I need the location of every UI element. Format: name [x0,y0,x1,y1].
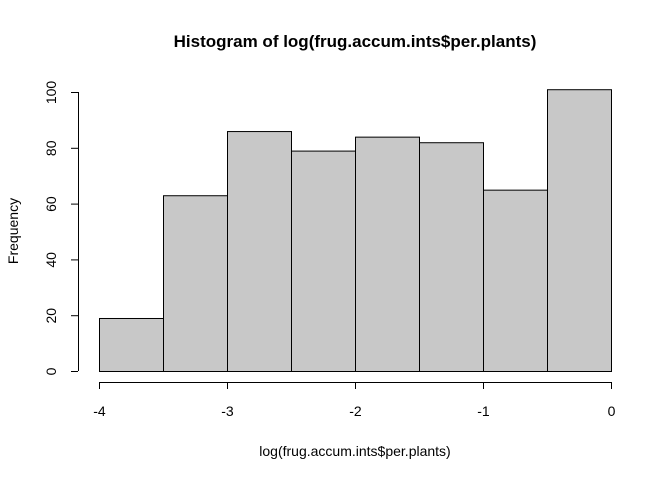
histogram-bar-6 [483,189,548,372]
x-tick-label: -2 [349,403,362,419]
x-axis: -4 -3 -2 -1 0 [93,382,616,419]
y-tick-label: 0 [43,367,59,375]
y-axis-ticks: 0 20 40 60 80 100 [43,81,78,375]
y-tick-label: 40 [43,252,59,268]
x-tick-label: 0 [608,403,616,419]
chart-title: Histogram of log(frug.accum.ints$per.pla… [174,32,537,51]
y-tick-label: 20 [43,308,59,324]
x-tick-label: -3 [221,403,234,419]
y-tick-label: 100 [43,81,59,105]
histogram-bar-4 [355,136,420,372]
histogram-bar-5 [419,142,484,372]
histogram-bar-0 [99,317,164,372]
histogram-bar-1 [163,195,228,372]
x-tick-label: -4 [93,403,106,419]
y-axis: 0 20 40 60 80 100 [43,81,79,375]
histogram-bar-3 [291,150,356,372]
y-axis-label: Frequency [5,198,21,264]
x-tick-label: -1 [477,403,490,419]
y-tick-label: 60 [43,196,59,212]
histogram-bar-7 [547,89,612,373]
y-tick-label: 80 [43,140,59,156]
x-axis-label: log(frug.accum.ints$per.plants) [259,443,450,459]
histogram-bar-2 [227,131,292,372]
x-axis-ticks: -4 -3 -2 -1 0 [93,382,616,419]
histogram-bars [99,89,612,373]
